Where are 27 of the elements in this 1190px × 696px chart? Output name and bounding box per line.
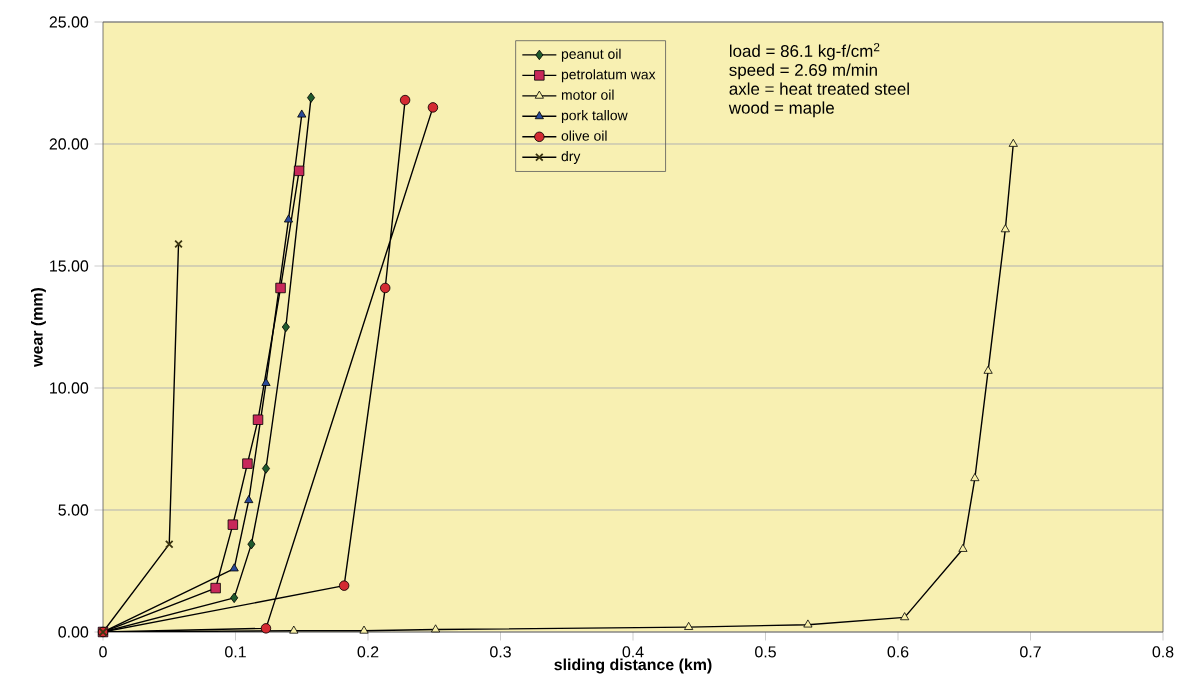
y-tick-label: 0.00 <box>58 626 89 638</box>
legend-label: petrolatum wax <box>561 69 656 83</box>
annotation: load = 86.1 kg-f/cm$^{2}$ <box>729 42 880 61</box>
x-tick-label: 0.2 <box>357 646 379 658</box>
x-tick-label: 0.7 <box>1020 646 1041 658</box>
legend-label: olive oil <box>561 130 607 141</box>
x-tick-label: 0.8 <box>1152 646 1174 658</box>
x-tick-label: 0 <box>99 646 107 658</box>
y-tick-label: 25.00 <box>49 16 89 28</box>
x-tick-label: 0.1 <box>225 646 246 658</box>
legend-label: dry <box>561 151 581 165</box>
legend-label: peanut oil <box>561 48 621 62</box>
annotation: axle = heat treated steel <box>729 82 909 95</box>
annotation: speed = 2.69 m/min <box>729 63 877 80</box>
legend-label: motor oil <box>561 89 614 100</box>
legend-label: pork tallow <box>561 110 628 124</box>
x-tick-label: 0.6 <box>887 646 909 658</box>
y-tick-label: 20.00 <box>49 138 89 150</box>
x-tick-label: 0.3 <box>490 646 511 658</box>
annotation: wood = maple <box>728 101 834 118</box>
y-tick-label: 10.00 <box>50 382 89 394</box>
y-tick-label: 5.00 <box>58 504 89 516</box>
y-axis-title: wear (mm) <box>31 287 46 367</box>
x-axis-title: sliding distance (km) <box>554 658 712 674</box>
x-tick-label: 0.4 <box>622 646 644 658</box>
y-tick-label: 15.00 <box>50 260 89 272</box>
x-tick-label: 0.5 <box>755 646 776 658</box>
